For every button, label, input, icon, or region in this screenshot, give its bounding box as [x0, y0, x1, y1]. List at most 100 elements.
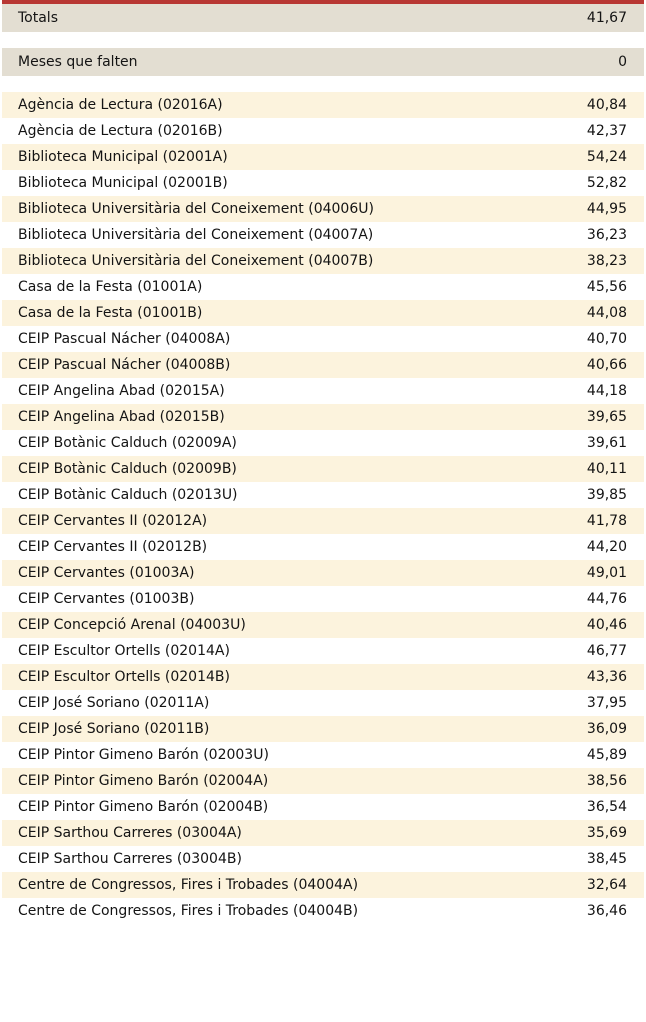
- facility-value: 36,09: [586, 721, 627, 737]
- facility-value: 38,23: [586, 253, 627, 269]
- facility-value: 40,84: [586, 97, 627, 113]
- facility-name: Biblioteca Universitària del Coneixement…: [18, 201, 374, 217]
- table-row: CEIP Angelina Abad (02015A) 44,18: [2, 378, 644, 404]
- table-row: CEIP Cervantes II (02012A) 41,78: [2, 508, 644, 534]
- facility-name: CEIP Angelina Abad (02015B): [18, 409, 225, 425]
- facility-name: Biblioteca Municipal (02001A): [18, 149, 228, 165]
- facility-value: 43,36: [586, 669, 627, 685]
- facility-name: CEIP Escultor Ortells (02014B): [18, 669, 230, 685]
- facility-name: Centre de Congressos, Fires i Trobades (…: [18, 877, 359, 893]
- facility-name: CEIP Concepció Arenal (04003U): [18, 617, 246, 633]
- facility-name: CEIP Sarthou Carreres (03004A): [18, 825, 242, 841]
- facility-value: 44,18: [586, 383, 627, 399]
- facility-value: 35,69: [586, 825, 627, 841]
- table-row: Agència de Lectura (02016A) 40,84: [2, 92, 644, 118]
- facility-name: CEIP Pintor Gimeno Barón (02004A): [18, 773, 269, 789]
- facility-value: 37,95: [586, 695, 627, 711]
- facility-name: CEIP Angelina Abad (02015A): [18, 383, 225, 399]
- table-row: Casa de la Festa (01001A) 45,56: [2, 274, 644, 300]
- facility-name: Agència de Lectura (02016B): [18, 123, 223, 139]
- facility-name: CEIP Cervantes II (02012A): [18, 513, 208, 529]
- facility-value: 44,20: [586, 539, 627, 555]
- facility-name: Biblioteca Municipal (02001B): [18, 175, 228, 191]
- table-row: CEIP José Soriano (02011A) 37,95: [2, 690, 644, 716]
- facility-value: 36,54: [586, 799, 627, 815]
- facility-name: CEIP Cervantes (01003A): [18, 565, 195, 581]
- totals-label: Totals: [18, 10, 58, 26]
- facility-name: CEIP Botànic Calduch (02009B): [18, 461, 237, 477]
- facility-value: 44,08: [586, 305, 627, 321]
- facility-name: CEIP Pascual Nácher (04008A): [18, 331, 231, 347]
- table-row: Centre de Congressos, Fires i Trobades (…: [2, 898, 644, 924]
- facility-name: CEIP Escultor Ortells (02014A): [18, 643, 230, 659]
- table-row: CEIP Sarthou Carreres (03004B) 38,45: [2, 846, 644, 872]
- table-row: CEIP Cervantes II (02012B) 44,20: [2, 534, 644, 560]
- table-row: Biblioteca Universitària del Coneixement…: [2, 248, 644, 274]
- table-row: CEIP José Soriano (02011B) 36,09: [2, 716, 644, 742]
- facility-value: 45,56: [586, 279, 627, 295]
- facility-value: 52,82: [586, 175, 627, 191]
- facility-value: 44,76: [586, 591, 627, 607]
- table-row: CEIP Sarthou Carreres (03004A) 35,69: [2, 820, 644, 846]
- months-remaining-row: Meses que falten 0: [2, 48, 644, 76]
- facility-name: CEIP José Soriano (02011B): [18, 721, 210, 737]
- facility-value: 39,61: [586, 435, 627, 451]
- facility-name: CEIP Pintor Gimeno Barón (02003U): [18, 747, 269, 763]
- facility-value: 40,70: [586, 331, 627, 347]
- facility-value: 40,11: [586, 461, 627, 477]
- table-row: CEIP Pintor Gimeno Barón (02004A) 38,56: [2, 768, 644, 794]
- facility-name: CEIP Botànic Calduch (02013U): [18, 487, 238, 503]
- facility-value: 41,78: [586, 513, 627, 529]
- table-row: CEIP Pascual Nácher (04008B) 40,66: [2, 352, 644, 378]
- facility-value: 46,77: [586, 643, 627, 659]
- facility-value: 36,46: [586, 903, 627, 919]
- facility-value: 36,23: [586, 227, 627, 243]
- facility-name: Centre de Congressos, Fires i Trobades (…: [18, 903, 359, 919]
- months-remaining-label: Meses que falten: [18, 54, 138, 70]
- facility-value: 42,37: [586, 123, 627, 139]
- facility-value: 38,45: [586, 851, 627, 867]
- table-row: Biblioteca Universitària del Coneixement…: [2, 222, 644, 248]
- facility-value: 44,95: [586, 201, 627, 217]
- table-row: CEIP Pintor Gimeno Barón (02004B) 36,54: [2, 794, 644, 820]
- table-row: CEIP Pintor Gimeno Barón (02003U) 45,89: [2, 742, 644, 768]
- facility-value: 45,89: [586, 747, 627, 763]
- table-row: CEIP Angelina Abad (02015B) 39,65: [2, 404, 644, 430]
- facility-name: Biblioteca Universitària del Coneixement…: [18, 227, 374, 243]
- facility-name: CEIP Pintor Gimeno Barón (02004B): [18, 799, 269, 815]
- top-accent-bar: [2, 0, 644, 4]
- table-row: Biblioteca Universitària del Coneixement…: [2, 196, 644, 222]
- table-row: CEIP Escultor Ortells (02014B) 43,36: [2, 664, 644, 690]
- totals-value: 41,67: [586, 10, 627, 26]
- table-row: CEIP Concepció Arenal (04003U) 40,46: [2, 612, 644, 638]
- table-row: CEIP Pascual Nácher (04008A) 40,70: [2, 326, 644, 352]
- facility-name: CEIP Cervantes II (02012B): [18, 539, 208, 555]
- facility-value: 32,64: [586, 877, 627, 893]
- facility-name: Biblioteca Universitària del Coneixement…: [18, 253, 374, 269]
- facility-name: CEIP José Soriano (02011A): [18, 695, 210, 711]
- table-row: CEIP Escultor Ortells (02014A) 46,77: [2, 638, 644, 664]
- facility-name: CEIP Sarthou Carreres (03004B): [18, 851, 242, 867]
- facility-name: Casa de la Festa (01001B): [18, 305, 203, 321]
- table-row: CEIP Botànic Calduch (02009B) 40,11: [2, 456, 644, 482]
- facility-value: 40,66: [586, 357, 627, 373]
- facility-value: 54,24: [586, 149, 627, 165]
- table-row: Biblioteca Municipal (02001B) 52,82: [2, 170, 644, 196]
- facility-name: Casa de la Festa (01001A): [18, 279, 203, 295]
- facility-value: 39,85: [586, 487, 627, 503]
- table-row: Biblioteca Municipal (02001A) 54,24: [2, 144, 644, 170]
- months-remaining-value: 0: [618, 54, 627, 70]
- facility-name: Agència de Lectura (02016A): [18, 97, 223, 113]
- table-row: CEIP Botànic Calduch (02013U) 39,85: [2, 482, 644, 508]
- facility-name: CEIP Botànic Calduch (02009A): [18, 435, 237, 451]
- facility-value: 49,01: [586, 565, 627, 581]
- table-row: Casa de la Festa (01001B) 44,08: [2, 300, 644, 326]
- totals-row: Totals 41,67: [2, 4, 644, 32]
- table-row: Centre de Congressos, Fires i Trobades (…: [2, 872, 644, 898]
- table-row: Agència de Lectura (02016B) 42,37: [2, 118, 644, 144]
- facility-value: 38,56: [586, 773, 627, 789]
- facility-name: CEIP Pascual Nácher (04008B): [18, 357, 231, 373]
- facility-name: CEIP Cervantes (01003B): [18, 591, 195, 607]
- facility-value: 39,65: [586, 409, 627, 425]
- facility-value: 40,46: [586, 617, 627, 633]
